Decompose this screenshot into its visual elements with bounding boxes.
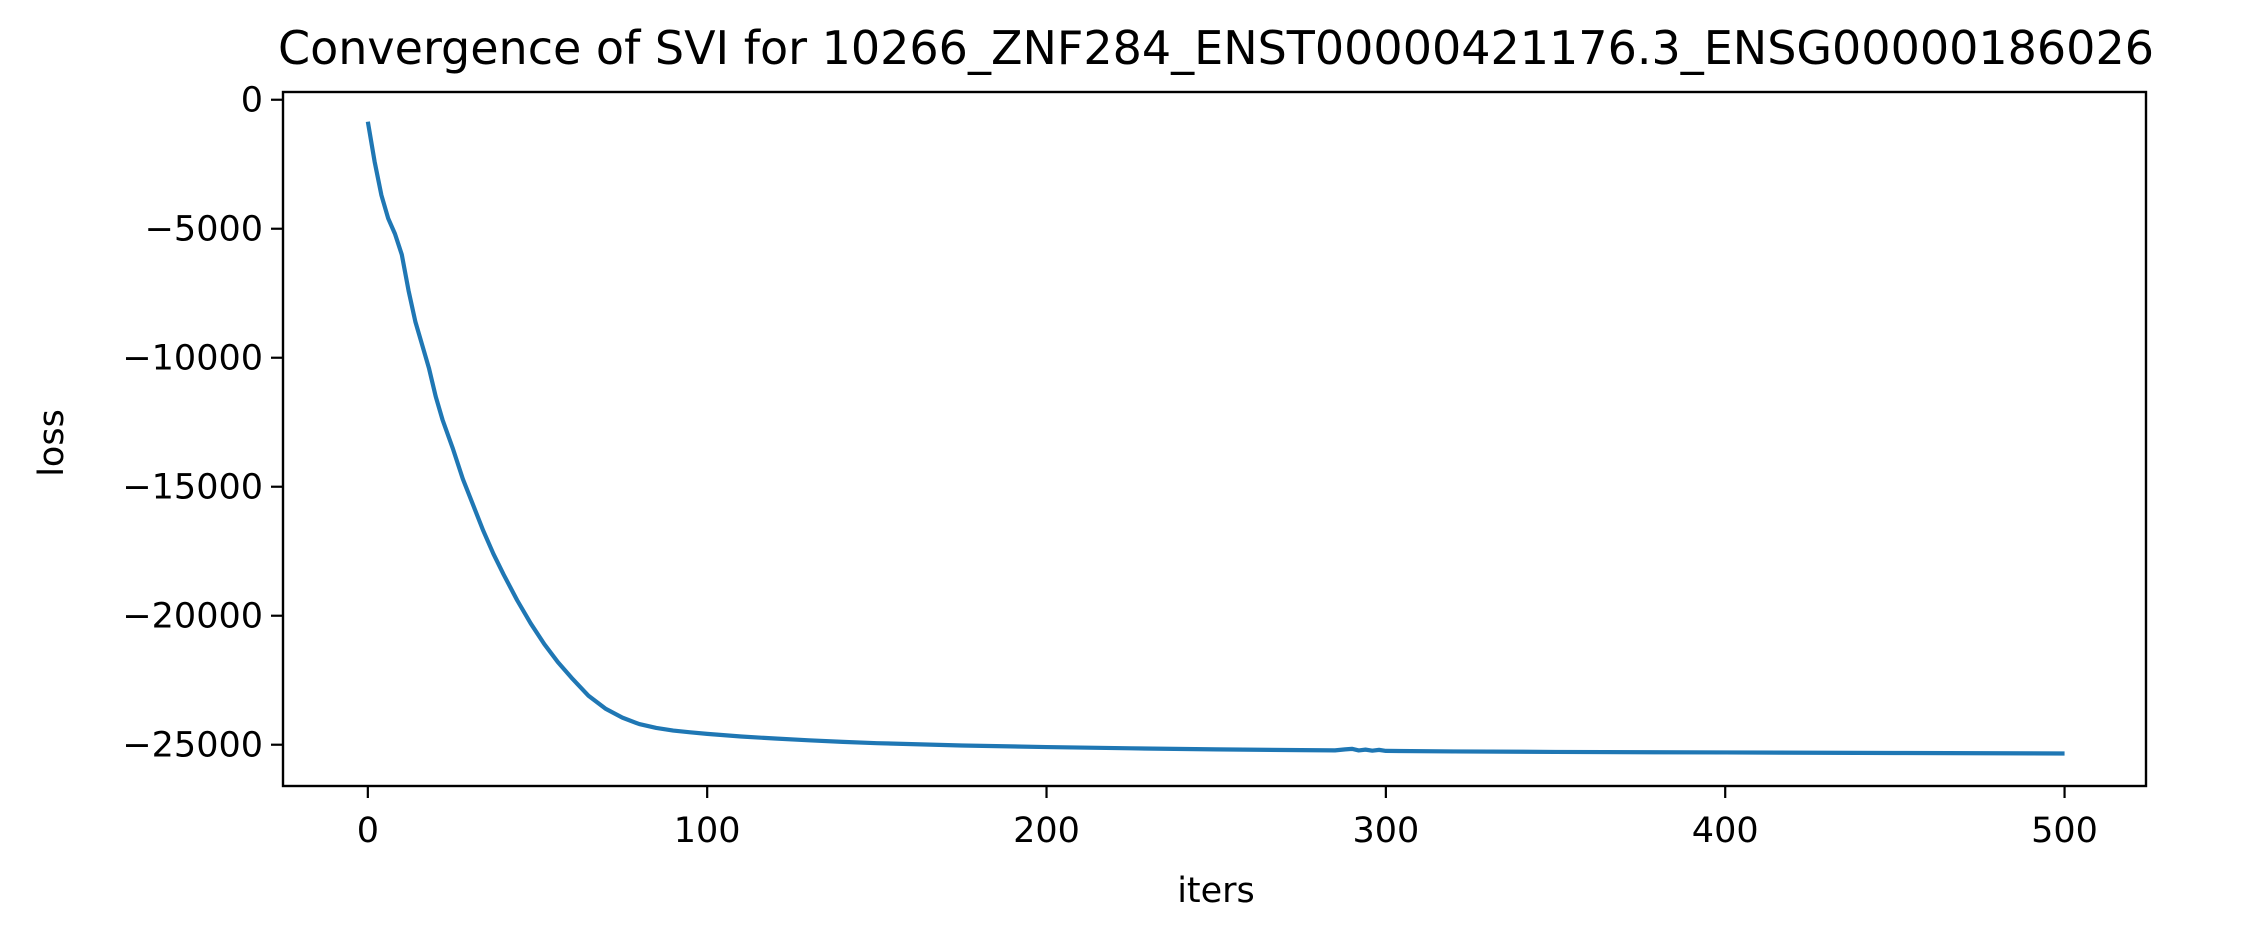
x-tick-label: 400 <box>1692 811 1759 851</box>
y-tick-label: −15000 <box>122 468 263 508</box>
y-tick-label: 0 <box>241 81 263 121</box>
chart-title: Convergence of SVI for 10266_ZNF284_ENST… <box>278 21 2154 75</box>
x-axis-label: iters <box>1177 871 1255 911</box>
plot-area: 0 100 200 300 400 500 0 −5000 −10000 −15000 −20000… <box>122 81 2148 851</box>
x-tick-label: 300 <box>1352 811 1419 851</box>
y-tick-label: −5000 <box>145 210 263 250</box>
x-tick-label: 200 <box>1013 811 1080 851</box>
y-tick-label: −25000 <box>122 726 263 766</box>
y-tick-label: −20000 <box>122 597 263 637</box>
series-line-0 <box>365 121 2065 756</box>
axes-frame <box>281 90 2148 788</box>
x-tick-label: 500 <box>2031 811 2098 851</box>
y-axis-label: loss <box>32 409 72 477</box>
y-tick-label: −10000 <box>122 339 263 379</box>
x-tick-label: 100 <box>674 811 741 851</box>
x-tick-label: 0 <box>357 811 379 851</box>
